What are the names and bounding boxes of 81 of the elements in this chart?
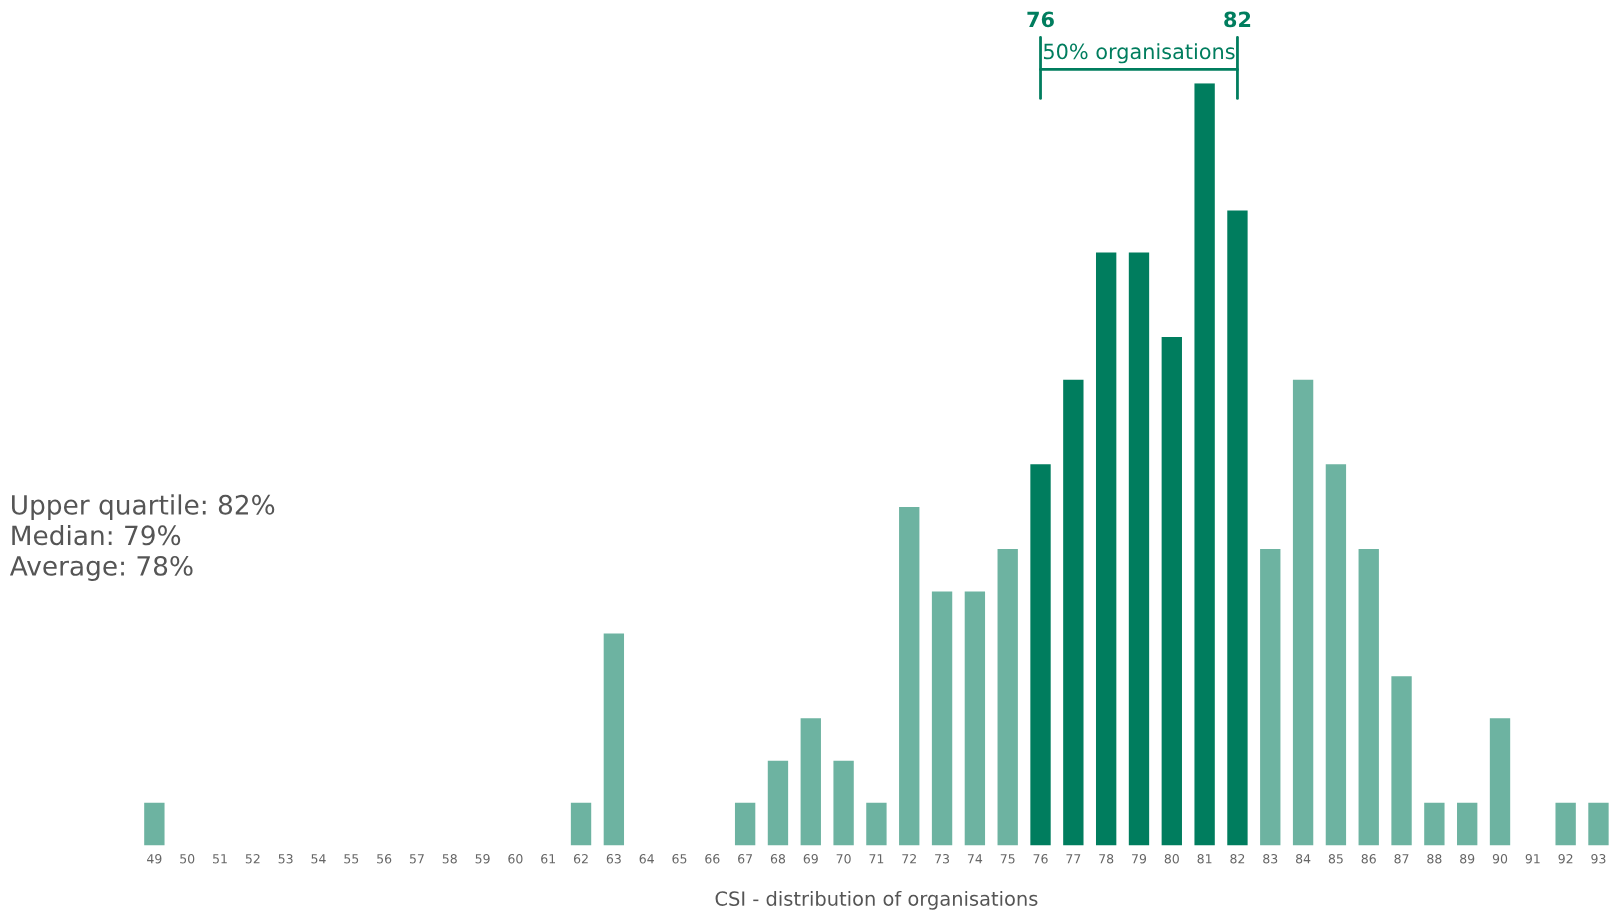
bar: [1588, 802, 1609, 846]
x-tick-label: 71: [869, 854, 884, 864]
x-tick-label: 68: [770, 854, 786, 864]
x-tick-label: 75: [1000, 854, 1015, 864]
bar: [899, 507, 920, 846]
bar: [1358, 548, 1379, 846]
x-tick-label: 93: [1591, 854, 1606, 864]
bar: [144, 802, 165, 846]
x-tick-label: 64: [639, 854, 654, 864]
annotation: Upper quartile: 82%: [12, 494, 275, 520]
x-tick-label: 58: [442, 854, 457, 864]
x-tick-label: 52: [245, 854, 260, 864]
annotation: 82: [1224, 11, 1251, 28]
x-tick-label: 87: [1394, 854, 1409, 864]
x-tick-label: 77: [1066, 854, 1081, 864]
x-tick-label: 60: [508, 854, 523, 864]
bar: [603, 633, 625, 846]
x-tick-label: 50: [180, 854, 195, 864]
x-tick-label: 70: [836, 854, 851, 864]
bar: [1391, 676, 1412, 846]
bar: [1489, 718, 1511, 846]
x-tick-label: 86: [1361, 854, 1376, 864]
bar: [1325, 464, 1347, 846]
x-tick-label: 63: [606, 854, 621, 864]
x-tick-label: 49: [147, 854, 162, 864]
bar: [1457, 802, 1478, 846]
x-tick-label: 80: [1164, 854, 1179, 864]
x-tick-label: 67: [738, 854, 753, 864]
bar: [570, 802, 592, 846]
x-tick-label: 74: [967, 854, 983, 864]
x-tick-label: 56: [377, 854, 392, 864]
annotation: 76: [1027, 11, 1054, 28]
x-tick-label: 88: [1427, 854, 1442, 864]
bar: [1161, 337, 1182, 846]
x-tick-label: 59: [475, 854, 490, 864]
bar: [1292, 379, 1314, 846]
x-tick-label: 62: [573, 854, 588, 864]
x-tick-label: 73: [935, 854, 950, 864]
bar: [1128, 252, 1150, 846]
bar: [800, 718, 821, 846]
x-tick-label: 66: [705, 854, 720, 864]
x-tick-label: 90: [1492, 854, 1508, 864]
bar: [767, 760, 789, 846]
x-tick-label: 76: [1033, 854, 1048, 864]
bar: [1424, 802, 1445, 846]
x-tick-label: 81: [1197, 854, 1212, 864]
bar: [866, 802, 887, 846]
bar: [1227, 210, 1248, 846]
x-tick-label: 83: [1263, 854, 1278, 864]
bar: [1194, 83, 1215, 846]
x-tick-label: 55: [344, 854, 359, 864]
x-tick-label: 92: [1558, 854, 1573, 864]
bar: [734, 802, 756, 846]
x-tick-label: 51: [213, 854, 227, 864]
bar: [997, 548, 1018, 846]
bar: [931, 591, 953, 846]
bar: [833, 760, 854, 846]
bar: [1095, 252, 1117, 846]
x-axis-title: CSI - distribution of organisations: [715, 890, 1038, 910]
x-tick-label: 61: [541, 854, 556, 864]
x-tick-label: 57: [409, 854, 424, 864]
x-tick-label: 78: [1099, 854, 1114, 864]
x-tick-label: 65: [672, 854, 687, 864]
x-tick-label: 91: [1525, 854, 1540, 864]
annotation: Average: 78%: [9, 555, 193, 581]
x-tick-label: 79: [1132, 854, 1147, 864]
x-tick-label: 82: [1230, 854, 1245, 864]
bar: [1030, 464, 1051, 846]
x-tick-label: 85: [1328, 854, 1343, 864]
bar: [1063, 379, 1084, 846]
bar: [1555, 802, 1576, 846]
x-tick-label: 53: [278, 854, 293, 864]
annotation: Median: 79%: [12, 524, 181, 546]
x-tick-label: 69: [803, 854, 818, 864]
x-tick-label: 84: [1295, 854, 1311, 864]
bar: [964, 591, 986, 846]
x-tick-label: 72: [902, 854, 916, 864]
x-tick-label: 54: [311, 854, 326, 864]
bar: [1260, 548, 1281, 846]
x-tick-label: 89: [1460, 854, 1475, 864]
text: 50% organisations: [1043, 43, 1235, 64]
